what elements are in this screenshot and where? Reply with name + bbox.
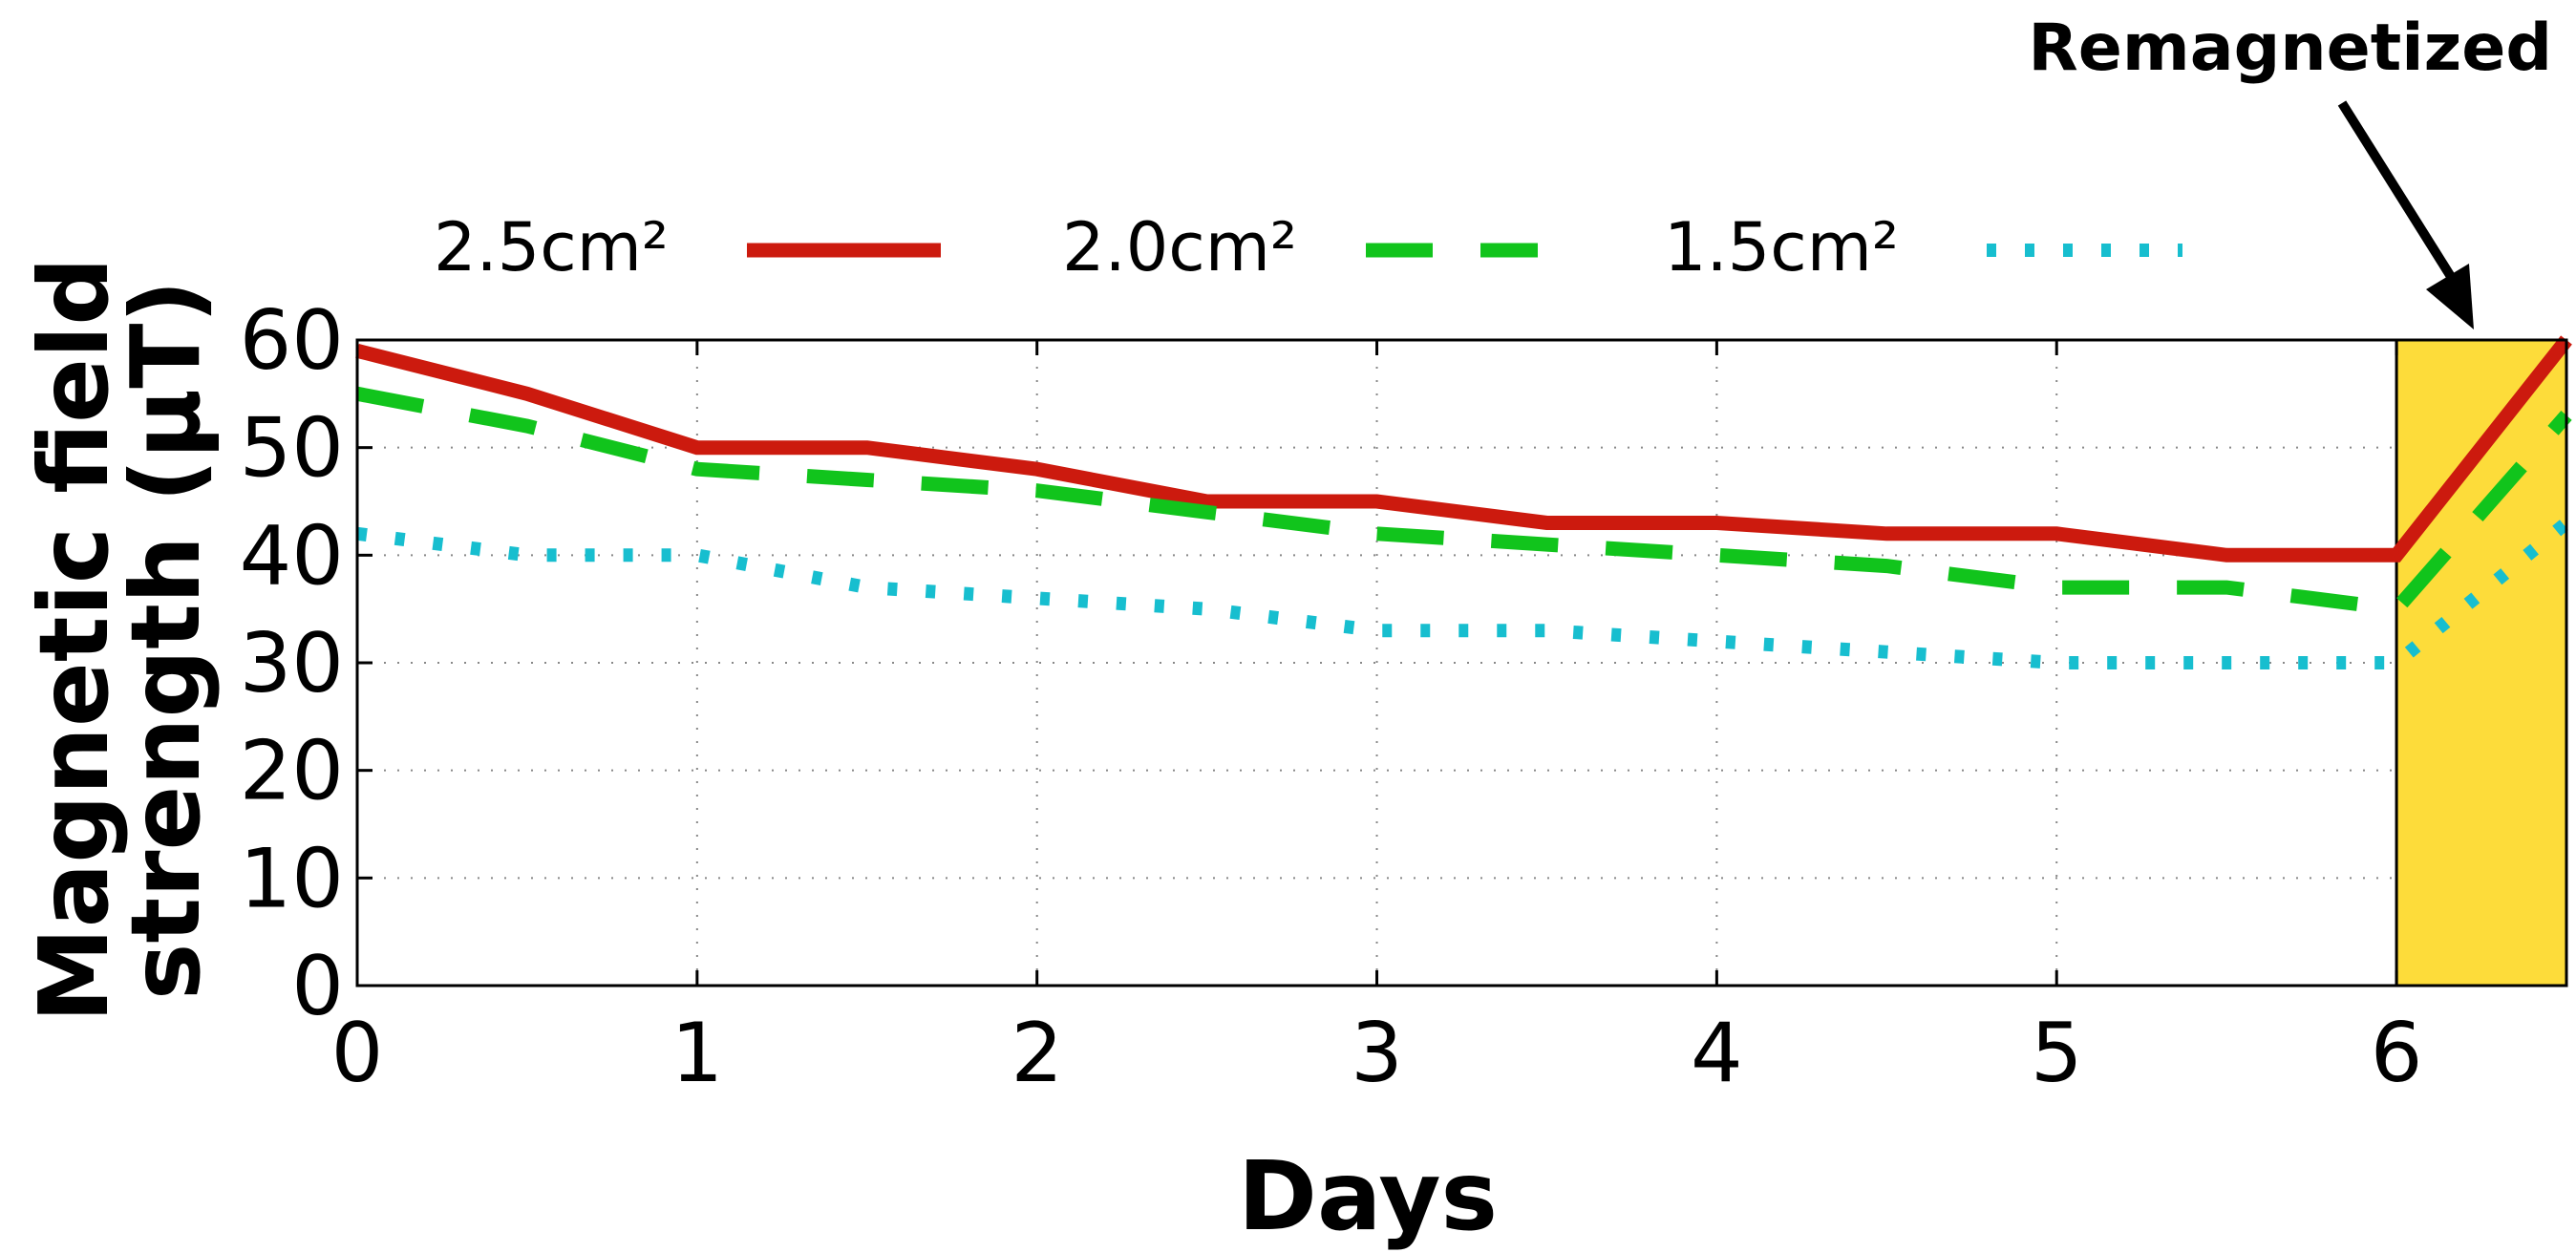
y-tick-label: 30 <box>240 616 344 711</box>
x-tick-label: 2 <box>1011 1006 1063 1101</box>
y-tick-label: 60 <box>240 293 344 389</box>
axis-ticks: 0 10 20 30 40 50 60 0 1 2 3 4 5 6 <box>240 293 2423 1101</box>
x-tick-label: 1 <box>671 1006 723 1101</box>
series-line-3 <box>356 518 2571 669</box>
annotation-arrow-icon <box>2337 100 2474 329</box>
y-axis-title-line-1: Magnetic field <box>18 257 130 1023</box>
x-tick-label: 0 <box>331 1006 384 1101</box>
plot-frame <box>355 338 2568 988</box>
x-tick-label: 3 <box>1351 1006 1403 1101</box>
x-axis-title: Days <box>1238 1140 1498 1252</box>
y-axis-title-line-2: strength (μT) <box>110 280 222 1000</box>
y-tick-label: 0 <box>291 939 344 1034</box>
x-tick-label: 6 <box>2371 1006 2423 1101</box>
y-tick-label: 20 <box>240 724 344 819</box>
y-tick-label: 50 <box>240 401 344 497</box>
remagnetized-annotation: Remagnetized <box>2028 11 2552 86</box>
y-tick-label: 40 <box>240 508 344 604</box>
x-tick-label: 5 <box>2031 1006 2083 1101</box>
legend: 2.5cm² 2.0cm² 1.5cm² <box>434 208 2182 287</box>
series-line-2 <box>355 386 2572 617</box>
series-line-1 <box>355 335 2572 563</box>
series-lines <box>355 335 2572 669</box>
y-tick-label: 10 <box>240 831 344 926</box>
legend-label-1: 2.5cm² <box>434 208 669 287</box>
legend-label-3: 1.5cm² <box>1664 208 1899 287</box>
x-tick-label: 4 <box>1691 1006 1743 1101</box>
legend-label-2: 2.0cm² <box>1062 208 1297 287</box>
